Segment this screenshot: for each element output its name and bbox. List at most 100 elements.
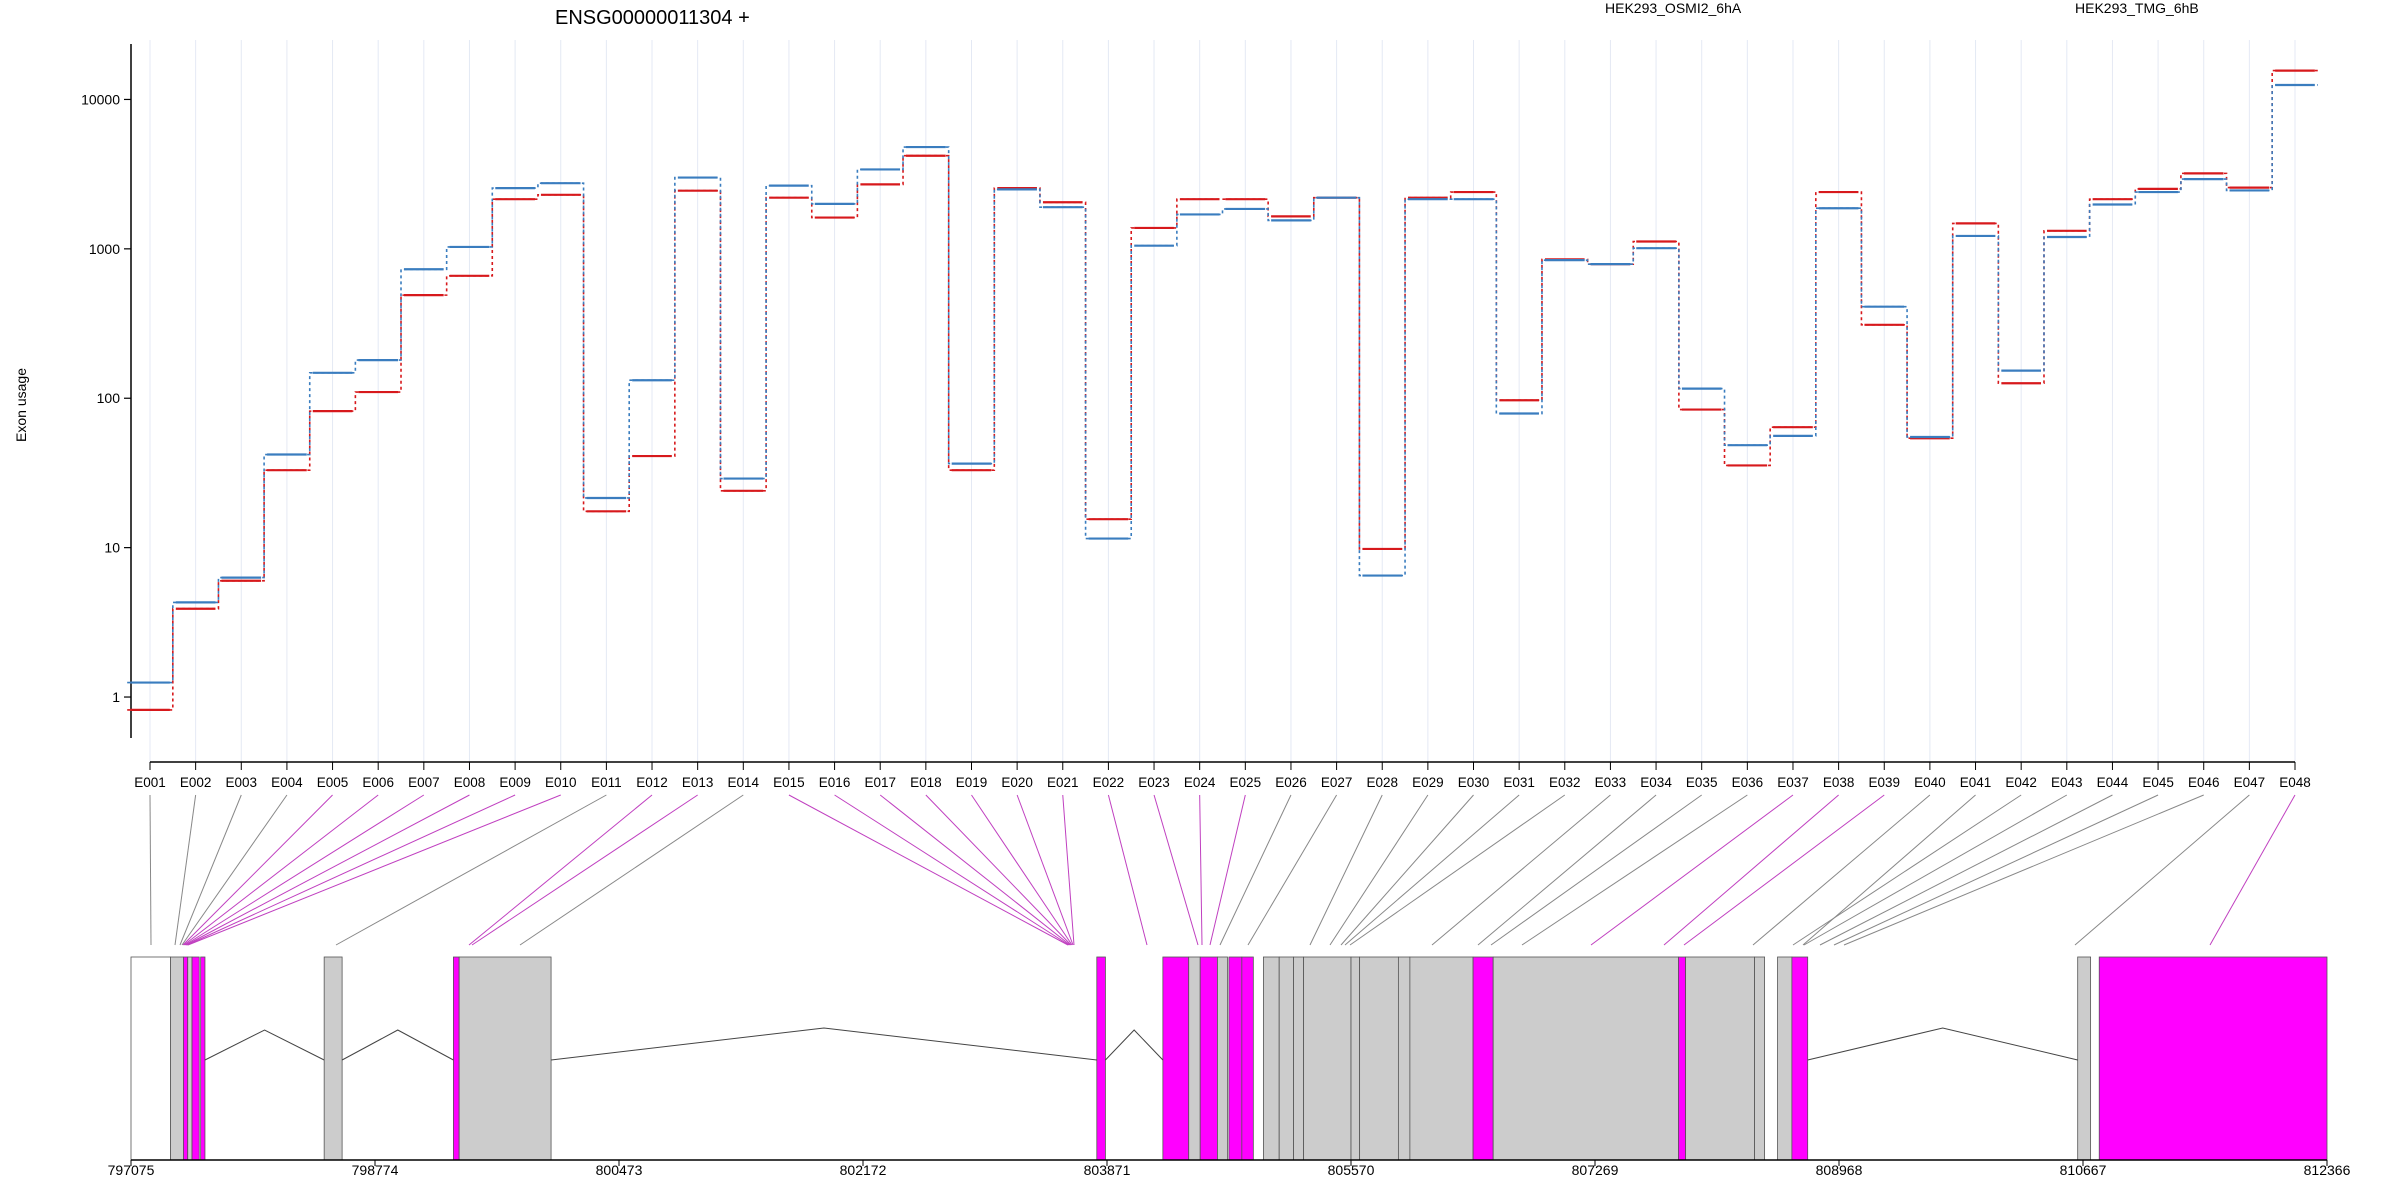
exon-mapping-line	[183, 794, 379, 946]
plot-area: 1 10 100 1000 10000 E001 E002 E003 E004 E005 E006 E…	[81, 40, 2351, 1178]
exon-mapping-line	[879, 794, 1071, 946]
exon-mapping-line	[184, 794, 425, 946]
exon-mapping-line	[1833, 794, 2159, 946]
exon-label: E010	[545, 775, 577, 790]
y-tick-label: 10	[104, 540, 120, 556]
gene-axis-label: 810667	[2060, 1162, 2107, 1178]
y-tick-label: 1000	[89, 241, 120, 257]
exon-mapping-line	[181, 794, 288, 946]
exon-mapping-line	[335, 794, 607, 946]
exon-label: E028	[1366, 775, 1398, 790]
gene-axis-label: 802172	[840, 1162, 887, 1178]
gene-exon-block	[1492, 956, 1679, 1161]
gene-exon-block	[200, 956, 206, 1161]
exon-label: E002	[180, 775, 212, 790]
exon-label: E004	[271, 775, 303, 790]
gene-exon-block	[1262, 956, 1280, 1161]
gene-exon-block	[1162, 956, 1190, 1161]
exon-label: E009	[499, 775, 531, 790]
exon-label: E036	[1732, 775, 1764, 790]
exon-mapping-line	[1062, 794, 1075, 946]
intron-connector	[341, 1029, 454, 1061]
legend-series-1: HEK293_OSMI2_6hA	[1605, 0, 1742, 16]
exon-mapping-line	[1663, 794, 1839, 946]
series-1-line	[127, 69, 2318, 711]
exon-label: E027	[1321, 775, 1353, 790]
intron-connector	[551, 1027, 1097, 1061]
exon-mapping-line	[834, 794, 1070, 946]
gene-exon-block	[1472, 956, 1494, 1161]
exon-label: E045	[2142, 775, 2174, 790]
gene-axis-label: 800473	[596, 1162, 643, 1178]
exon-label: E024	[1184, 775, 1216, 790]
exon-label: E015	[773, 775, 805, 790]
gene-exon-block	[458, 956, 552, 1161]
exon-label: E014	[728, 775, 760, 790]
gene-exon-block	[1241, 956, 1254, 1161]
exon-label: E022	[1093, 775, 1125, 790]
chart-title: ENSG00000011304 +	[555, 7, 750, 29]
gene-exon-block	[1228, 956, 1243, 1161]
exon-label: E021	[1047, 775, 1079, 790]
intron-connector	[204, 1029, 325, 1061]
intron-connector	[1105, 1029, 1164, 1061]
gene-exon-block	[1217, 956, 1228, 1161]
exon-mapping-line	[1199, 794, 1203, 946]
gene-exon-block	[1278, 956, 1294, 1161]
y-tick-label: 100	[97, 390, 121, 406]
exon-mapping-line	[1247, 794, 1338, 946]
exon-mapping-line	[1344, 794, 1520, 946]
gene-axis-label: 808968	[1816, 1162, 1863, 1178]
exon-label: E025	[1230, 775, 1262, 790]
gene-exon-block	[130, 956, 171, 1161]
exon-mapping-line	[1803, 794, 2068, 946]
gene-exon-block	[323, 956, 343, 1161]
exon-mapping-line	[471, 794, 698, 946]
intron-connector	[1807, 1027, 2078, 1061]
exon-mapping-line	[925, 794, 1072, 946]
series-2-line	[127, 84, 2318, 684]
y-axis-label: Exon usage	[13, 368, 29, 442]
exon-label: E048	[2279, 775, 2311, 790]
gene-exon-block	[1685, 956, 1755, 1161]
gene-exon-block	[1791, 956, 1809, 1161]
exon-label: E047	[2234, 775, 2266, 790]
exon-label: E044	[2097, 775, 2129, 790]
exon-label: E006	[362, 775, 394, 790]
exon-label: E012	[636, 775, 668, 790]
exon-mapping-line	[1153, 794, 1199, 946]
exon-mapping-line	[182, 794, 333, 946]
exon-mapping-line	[1752, 794, 1931, 946]
exon-mapping-line	[2209, 794, 2296, 946]
exon-label: E037	[1777, 775, 1809, 790]
exon-label: E031	[1503, 775, 1535, 790]
exon-label: E046	[2188, 775, 2220, 790]
exon-mapping-line	[1209, 794, 1246, 946]
exon-mapping-line	[1802, 794, 1976, 946]
exon-label: E039	[1868, 775, 1900, 790]
exon-mapping-line	[1431, 794, 1611, 946]
gene-exon-block	[1409, 956, 1474, 1161]
exon-mapping-line	[1477, 794, 1657, 946]
gene-axis-label: 805570	[1328, 1162, 1375, 1178]
exon-label: E033	[1595, 775, 1627, 790]
exon-mapping-line	[174, 794, 197, 946]
y-tick-label: 1	[112, 689, 120, 705]
exon-mapping-line	[468, 794, 653, 946]
exon-label: E008	[454, 775, 486, 790]
exon-mapping-line	[1329, 794, 1429, 946]
y-tick-label: 10000	[81, 91, 120, 107]
gene-axis-label: 807269	[1572, 1162, 1619, 1178]
exon-label: E013	[682, 775, 714, 790]
exon-mapping-line	[1309, 794, 1383, 946]
exon-label: E032	[1549, 775, 1581, 790]
exon-mapping-line	[1107, 794, 1148, 946]
exon-mapping-line	[971, 794, 1073, 946]
exon-mapping-line	[1490, 794, 1702, 946]
exon-label: E026	[1275, 775, 1307, 790]
legend-series-2: HEK293_TMG_6hB	[2075, 0, 2199, 16]
gene-exon-block	[1350, 956, 1361, 1161]
gene-exon-block	[170, 956, 184, 1161]
gene-exon-block	[2077, 956, 2092, 1161]
